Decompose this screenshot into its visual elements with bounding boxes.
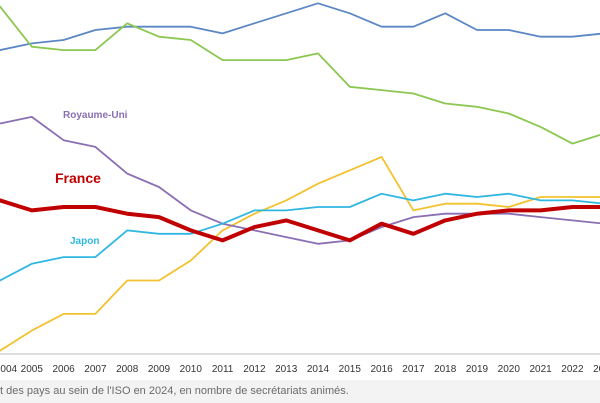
x-tick-label-2018: 2018	[434, 364, 457, 375]
series-labels: Royaume-Uni France Japon	[55, 110, 128, 247]
x-tick-label-2021: 2021	[529, 364, 552, 375]
series-line-series-6	[0, 155, 600, 352]
x-tick-label-2016: 2016	[370, 364, 393, 375]
x-tick-label-2007: 2007	[84, 364, 107, 375]
x-tick-label-2013: 2013	[275, 364, 298, 375]
series-label-japon: Japon	[70, 236, 99, 247]
x-tick-label-2020: 2020	[498, 364, 521, 375]
x-axis-ticks: 20042005 2006 2007 2008 2009 2010 2011 2012 2013…	[0, 364, 600, 375]
series-label-france: France	[55, 170, 101, 186]
series-lines	[0, 2, 600, 352]
x-tick-label-2009: 2009	[148, 364, 171, 375]
x-tick-label-2014: 2014	[307, 364, 330, 375]
series-line-france	[0, 198, 600, 243]
series-line-japon	[0, 192, 600, 282]
x-tick-label-2008: 2008	[116, 364, 139, 375]
x-tick-label-2023: 2023	[593, 364, 600, 375]
x-tick-label-2019: 2019	[466, 364, 489, 375]
x-tick-label-2011: 2011	[212, 364, 234, 375]
series-label-royaume-uni: Royaume-Uni	[63, 110, 128, 121]
x-tick-label-2017: 2017	[402, 364, 425, 375]
x-tick-label-2004: 2004	[0, 364, 18, 375]
series-line-series-2	[0, 5, 600, 145]
x-tick-label-2022: 2022	[561, 364, 584, 375]
chart-caption: t des pays au sein de l'ISO en 2024, en …	[0, 385, 349, 397]
series-line-series-1	[0, 2, 600, 51]
series-line-royaume-uni	[0, 116, 600, 245]
x-tick-label-2005: 2005	[21, 364, 44, 375]
caption-band: t des pays au sein de l'ISO en 2024, en …	[0, 380, 600, 403]
x-tick-label-2010: 2010	[180, 364, 203, 375]
x-tick-label-2015: 2015	[339, 364, 362, 375]
x-tick-label-2012: 2012	[243, 364, 266, 375]
x-tick-label-2006: 2006	[52, 364, 75, 375]
